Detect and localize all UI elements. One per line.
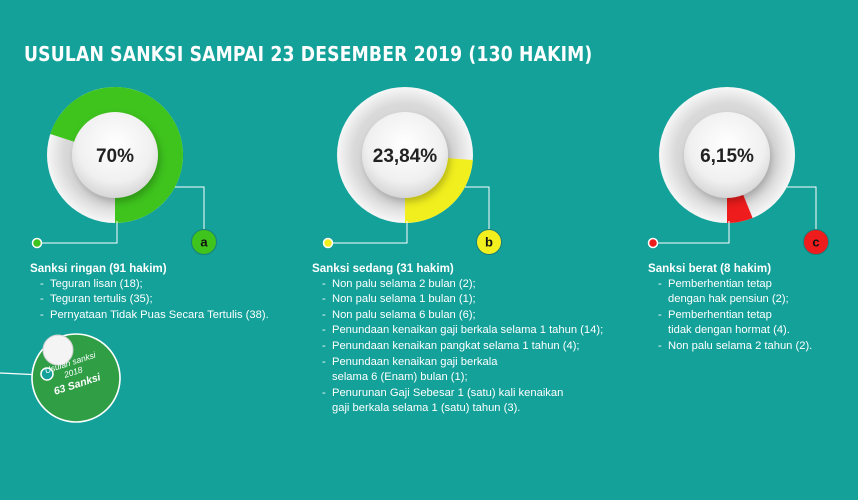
- items-sedang: Non palu selama 2 bulan (2); Non palu sel…: [312, 277, 642, 417]
- list-item-text: Pernyataan Tidak Puas Secara Tertulis (3…: [50, 308, 269, 321]
- connector-line: [465, 186, 490, 230]
- donut-center: [72, 112, 158, 198]
- connector-line: [42, 221, 118, 244]
- donut-ringan: 70% a: [31, 86, 217, 255]
- letter-badge: [803, 229, 829, 255]
- data-label: 23,84%: [373, 146, 438, 167]
- panel-sanksi-ringan: Sanksi ringan (91 hakim) Teguran lisan (…: [30, 261, 300, 323]
- letter-label: b: [485, 235, 493, 250]
- donut-sedang: 23,84% b: [322, 87, 502, 255]
- series-name-sedang: Sanksi sedang (31 hakim): [312, 262, 454, 275]
- data-label: 70%: [96, 146, 134, 167]
- connector-line: [787, 186, 817, 230]
- list-item-text: Penurunan Gaji Sebesar 1 (satu) kali ken…: [332, 386, 564, 399]
- list-item-text: selama 6 (Enam) bulan (1);: [332, 371, 468, 384]
- list-item: Non palu selama 1 bulan (1);: [322, 292, 642, 308]
- list-item: Pemberhentian tetap tidak dengan hormat (…: [658, 308, 848, 339]
- series-name-ringan: Sanksi ringan (91 hakim): [30, 262, 167, 275]
- list-item-text: Penundaan kenaikan gaji berkala: [332, 355, 498, 368]
- legend-dot: [647, 237, 659, 249]
- panel-sanksi-sedang: Sanksi sedang (31 hakim) Non palu selama…: [312, 261, 642, 417]
- data-label: 6,15%: [700, 146, 754, 167]
- panel-sanksi-berat: Sanksi berat (8 hakim) Pemberhentian tet…: [648, 261, 848, 355]
- list-item: Penundaan kenaikan gaji berkala selama 6 …: [322, 355, 642, 386]
- list-item-text: Non palu selama 6 bulan (6);: [332, 308, 476, 321]
- list-item: Penurunan Gaji Sebesar 1 (satu) kali ken…: [322, 386, 642, 417]
- page-title: USULAN SANKSI SAMPAI 23 DESEMBER 2019 (1…: [24, 42, 593, 66]
- list-item-text: dengan hak pensiun (2);: [668, 293, 789, 306]
- list-item-text: Teguran tertulis (35);: [50, 293, 153, 306]
- list-item-text: Penundaan kenaikan gaji berkala selama 1…: [332, 324, 604, 337]
- legend-dot: [31, 237, 43, 249]
- list-item: Penundaan kenaikan pangkat selama 1 tahu…: [322, 339, 642, 355]
- series-name-berat: Sanksi berat (8 hakim): [648, 262, 772, 275]
- donut-berat: 6,15% c: [647, 87, 829, 255]
- list-item-text: gaji berkala selama 1 (satu) tahun (3).: [332, 402, 521, 415]
- connector-line: [658, 221, 730, 244]
- list-item-text: Non palu selama 1 bulan (1);: [332, 293, 476, 306]
- list-item: Non palu selama 2 bulan (2);: [322, 277, 642, 293]
- list-item-text: Pemberhentian tetap: [668, 308, 772, 321]
- letter-label: c: [812, 235, 819, 250]
- list-item: Non palu selama 2 tahun (2).: [658, 339, 848, 355]
- donut-center: [684, 112, 770, 198]
- connector-line: [175, 186, 205, 230]
- letter-badge: [191, 229, 217, 255]
- list-item: Non palu selama 6 bulan (6);: [322, 308, 642, 324]
- connector-line: [333, 221, 408, 244]
- list-item: Pernyataan Tidak Puas Secara Tertulis (3…: [40, 308, 300, 324]
- list-item: Teguran tertulis (35);: [40, 292, 300, 308]
- letter-badge: [476, 229, 502, 255]
- items-ringan: Teguran lisan (18); Teguran tertulis (35)…: [30, 277, 300, 324]
- list-item: Pemberhentian tetap dengan hak pensiun (2…: [658, 277, 848, 308]
- legend-dot: [322, 237, 334, 249]
- donut-center: [362, 112, 448, 198]
- list-item: Penundaan kenaikan gaji berkala selama 1…: [322, 323, 642, 339]
- badge-2018: [0, 333, 121, 423]
- list-item-text: Teguran lisan (18);: [50, 277, 143, 290]
- list-item-text: Non palu selama 2 bulan (2);: [332, 277, 476, 290]
- letter-label: a: [200, 235, 208, 250]
- list-item-text: Non palu selama 2 tahun (2).: [668, 339, 813, 352]
- items-berat: Pemberhentian tetap dengan hak pensiun (2…: [648, 277, 848, 355]
- list-item-text: Penundaan kenaikan pangkat selama 1 tahu…: [332, 339, 580, 352]
- list-item-text: Pemberhentian tetap: [668, 277, 772, 290]
- list-item-text: tidak dengan hormat (4).: [668, 324, 790, 337]
- list-item: Teguran lisan (18);: [40, 277, 300, 293]
